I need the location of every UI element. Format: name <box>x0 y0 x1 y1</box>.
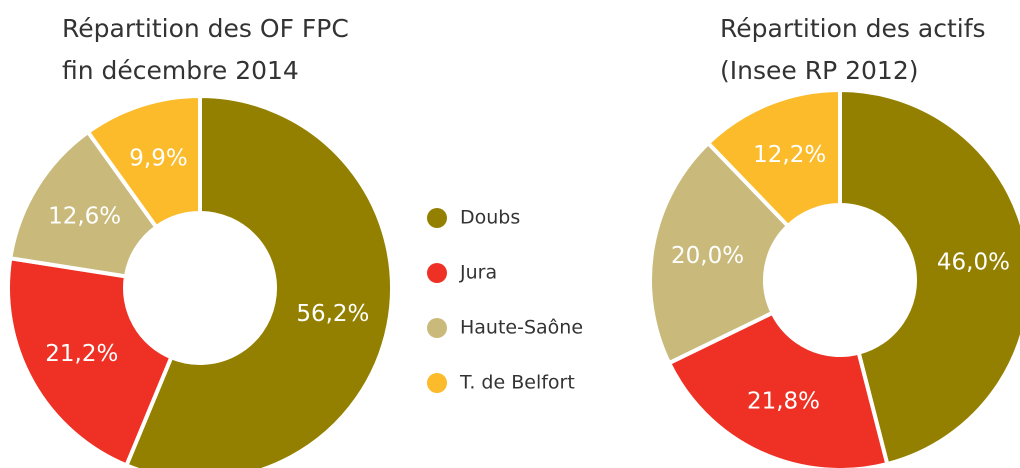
donut-slice <box>648 140 791 366</box>
value-label: 12,2% <box>753 142 826 168</box>
legend-marker <box>427 208 447 228</box>
value-label: 21,8% <box>747 389 820 415</box>
value-label: 56,2% <box>296 301 369 327</box>
legend-label: T. de Belfort <box>459 372 575 394</box>
donut-slice <box>8 129 160 279</box>
legend-label: Jura <box>459 262 497 284</box>
value-label: 20,0% <box>671 243 744 269</box>
legend-label: Doubs <box>460 207 520 229</box>
donut-slice <box>666 310 890 468</box>
legend-marker <box>427 373 447 393</box>
value-label: 21,2% <box>45 341 118 367</box>
legend-label: Haute-Saône <box>460 317 583 339</box>
legend-marker <box>427 318 447 338</box>
chart-title: (Insee RP 2012) <box>720 56 918 85</box>
donut-slice <box>123 93 394 468</box>
chart-title: Répartition des OF FPC <box>62 14 349 43</box>
value-label: 46,0% <box>937 250 1010 276</box>
value-label: 9,9% <box>129 146 187 172</box>
donut-slice <box>6 255 174 468</box>
value-label: 12,6% <box>48 203 121 229</box>
donut-slice <box>85 93 202 230</box>
donut-slice <box>705 87 842 229</box>
legend-marker <box>427 263 447 283</box>
donut-slice <box>838 87 1020 467</box>
chart-title: fin décembre 2014 <box>62 56 299 85</box>
chart-title: Répartition des actifs <box>720 14 986 43</box>
